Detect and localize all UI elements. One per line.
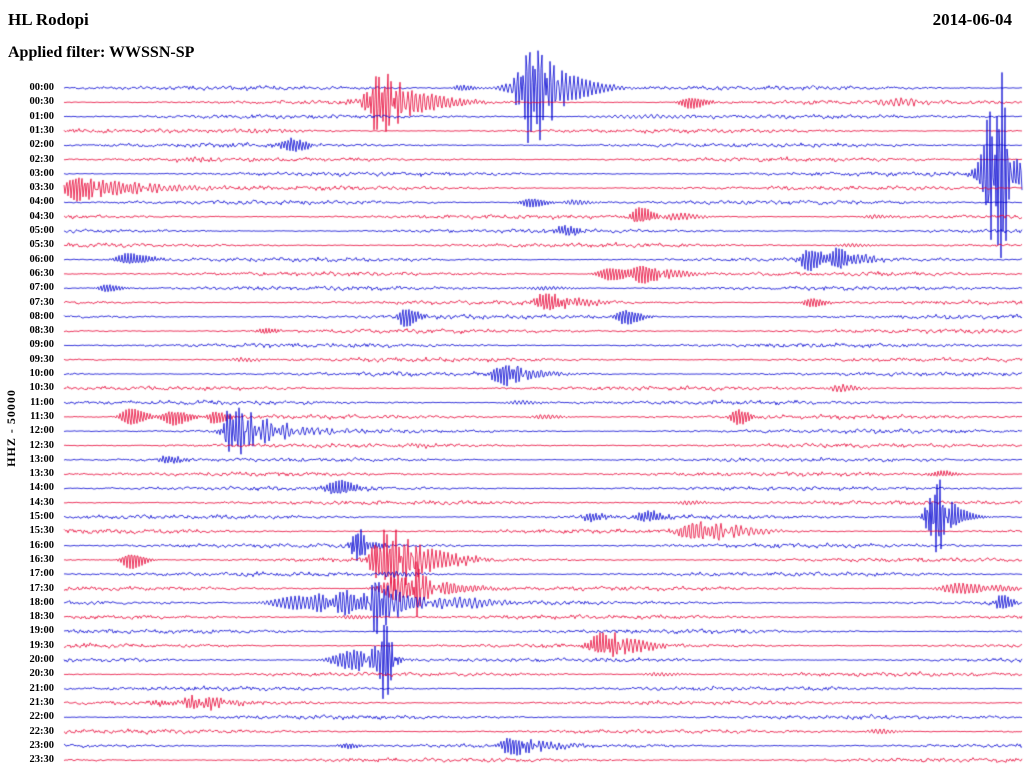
time-label: 05:30 <box>29 239 55 251</box>
time-label: 01:00 <box>29 110 55 122</box>
time-label: 18:00 <box>29 596 55 608</box>
time-label: 22:00 <box>29 711 55 723</box>
time-label: 20:30 <box>29 668 55 680</box>
time-label: 17:00 <box>29 568 55 580</box>
time-label: 12:00 <box>29 425 55 437</box>
time-label: 12:30 <box>29 439 55 451</box>
time-label: 13:00 <box>29 453 55 465</box>
time-label: 07:00 <box>29 282 55 294</box>
time-label: 08:30 <box>29 325 55 337</box>
time-label: 16:30 <box>29 553 55 565</box>
time-labels-column: 00:00 00:30 01:00 01:30 02:00 02:30 03:00 03:30… <box>0 0 58 780</box>
time-label: 14:30 <box>29 496 55 508</box>
time-label: 19:30 <box>29 639 55 651</box>
time-label: 10:00 <box>29 368 55 379</box>
time-label: 00:00 <box>29 82 55 93</box>
time-label: 20:00 <box>29 654 55 665</box>
station-title: HL Rodopi <box>8 10 89 29</box>
time-label: 15:30 <box>29 525 55 537</box>
time-label: 01:30 <box>29 124 55 136</box>
time-label: 03:00 <box>29 167 55 179</box>
time-label: 04:30 <box>29 210 55 222</box>
time-label: 23:00 <box>29 739 55 751</box>
time-label: 16:00 <box>29 539 55 551</box>
time-label: 14:00 <box>29 482 55 494</box>
time-label: 09:00 <box>29 339 55 351</box>
time-label: 15:00 <box>29 511 55 522</box>
time-label: 21:00 <box>29 682 55 694</box>
time-label: 17:30 <box>29 582 55 594</box>
time-label: 08:00 <box>29 310 55 322</box>
time-label: 05:00 <box>29 225 55 236</box>
time-label: 22:30 <box>29 725 55 737</box>
time-label: 13:30 <box>29 468 55 480</box>
time-label: 00:30 <box>29 96 55 108</box>
time-label: 09:30 <box>29 353 55 365</box>
time-label: 03:30 <box>29 182 55 194</box>
filter-label: Applied filter: WWSSN-SP <box>8 44 195 61</box>
time-label: 18:30 <box>29 611 55 623</box>
time-label: 04:00 <box>29 196 55 208</box>
date-label: 2014-06-04 <box>932 10 1012 29</box>
time-label: 19:00 <box>29 625 55 637</box>
time-label: 07:30 <box>29 296 55 308</box>
time-label: 06:30 <box>29 267 55 279</box>
time-label: 02:30 <box>29 153 55 165</box>
time-label: 11:30 <box>30 410 54 422</box>
time-label: 21:30 <box>29 696 55 708</box>
time-label: 11:00 <box>30 396 54 408</box>
time-label: 23:30 <box>29 754 55 766</box>
time-label: 06:00 <box>29 253 55 265</box>
time-label: 10:30 <box>29 382 55 394</box>
time-label: 02:00 <box>29 139 55 151</box>
